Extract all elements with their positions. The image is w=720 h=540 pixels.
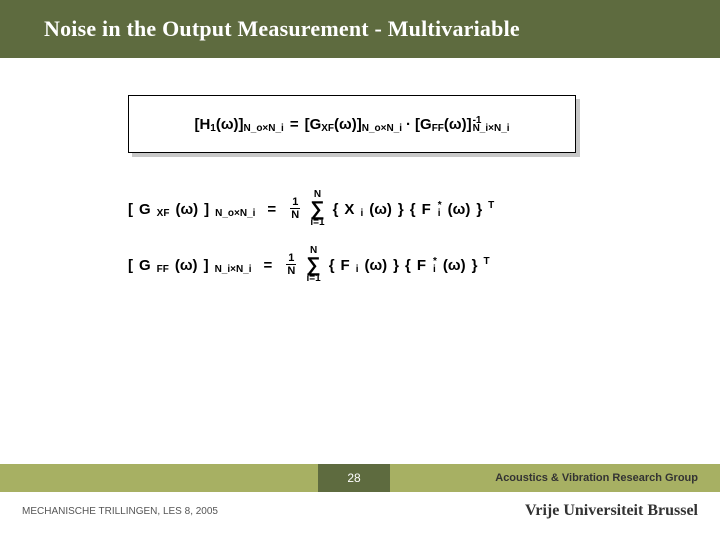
sigma-icon: N ∑ i=1 xyxy=(306,246,320,284)
equation-gxf: [G XF (ω)] N_o×N_i = 1 N N ∑ i=1 {X i (ω… xyxy=(128,190,588,228)
fraction: 1 N xyxy=(290,197,300,220)
definitions: [G XF (ω)] N_o×N_i = 1 N N ∑ i=1 {X i (ω… xyxy=(128,190,588,302)
footer-bar: 28 Acoustics & Vibration Research Group xyxy=(0,464,720,492)
course-label: MECHANISCHE TRILLINGEN, LES 8, 2005 xyxy=(22,506,218,517)
equation-gff: [G FF (ω)] N_i×N_i = 1 N N ∑ i=1 {F i (ω… xyxy=(128,246,588,284)
main-equation: [H 1 (ω)] N_o×N_i = [G XF (ω)] N_o×N_i ·… xyxy=(194,116,509,133)
research-group-label: Acoustics & Vibration Research Group xyxy=(495,472,698,484)
box-border: [H 1 (ω)] N_o×N_i = [G XF (ω)] N_o×N_i ·… xyxy=(128,95,576,153)
slide-title: Noise in the Output Measurement - Multiv… xyxy=(0,16,520,42)
main-equation-box: [H 1 (ω)] N_o×N_i = [G XF (ω)] N_o×N_i ·… xyxy=(128,95,576,153)
title-bar: Noise in the Output Measurement - Multiv… xyxy=(0,0,720,58)
page-number: 28 xyxy=(318,464,390,492)
sigma-icon: N ∑ i=1 xyxy=(310,190,324,228)
fraction: 1 N xyxy=(286,253,296,276)
university-label: Vrije Universiteit Brussel xyxy=(525,502,698,520)
